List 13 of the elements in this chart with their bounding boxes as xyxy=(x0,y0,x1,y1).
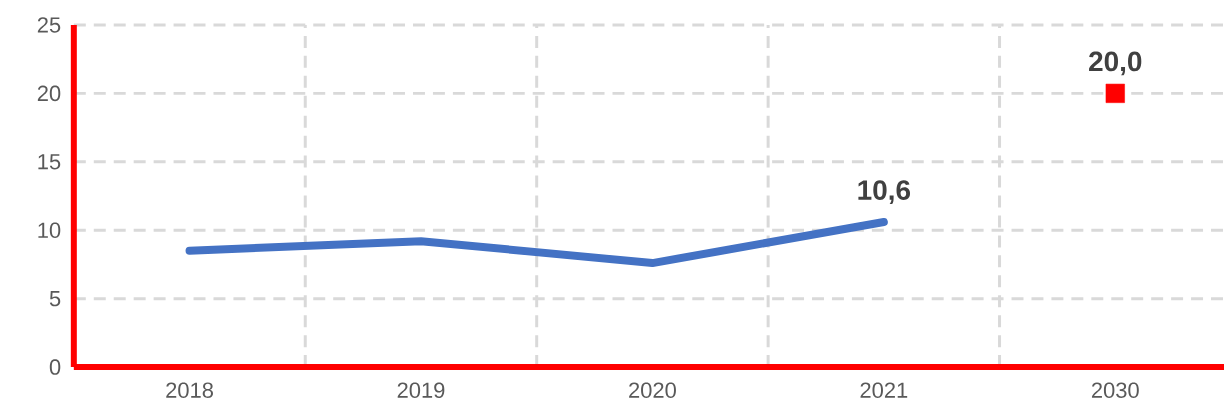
data-label: 20,0 xyxy=(1089,51,1142,76)
x-tick-label: 2021 xyxy=(860,382,908,398)
y-tick-label: 15 xyxy=(38,154,61,170)
y-tick-label: 20 xyxy=(37,85,61,102)
x-tick-label: 2030 xyxy=(1091,382,1139,398)
y-tick-label: 5 xyxy=(49,291,61,307)
data-label: 10,6 xyxy=(858,180,910,205)
x-tick-label: 2020 xyxy=(629,382,676,398)
x-tick-label: 2019 xyxy=(397,382,445,398)
y-tick-label: 25 xyxy=(37,17,61,33)
y-tick-label: 10 xyxy=(38,222,61,239)
x-tick-label: 2018 xyxy=(166,382,213,398)
y-tick-label: 0 xyxy=(49,359,61,375)
